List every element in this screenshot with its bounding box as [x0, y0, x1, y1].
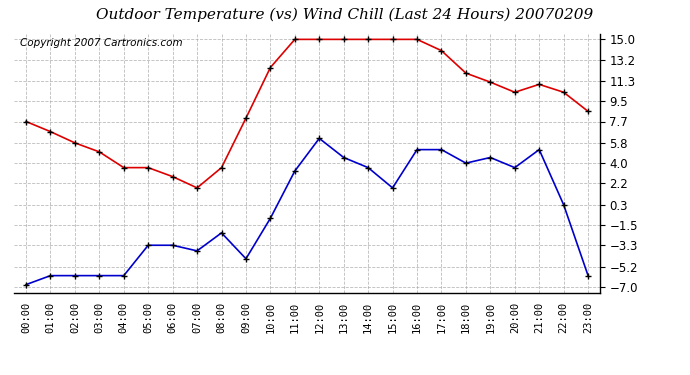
Text: Outdoor Temperature (vs) Wind Chill (Last 24 Hours) 20070209: Outdoor Temperature (vs) Wind Chill (Las…: [97, 8, 593, 22]
Text: Copyright 2007 Cartronics.com: Copyright 2007 Cartronics.com: [19, 38, 182, 48]
